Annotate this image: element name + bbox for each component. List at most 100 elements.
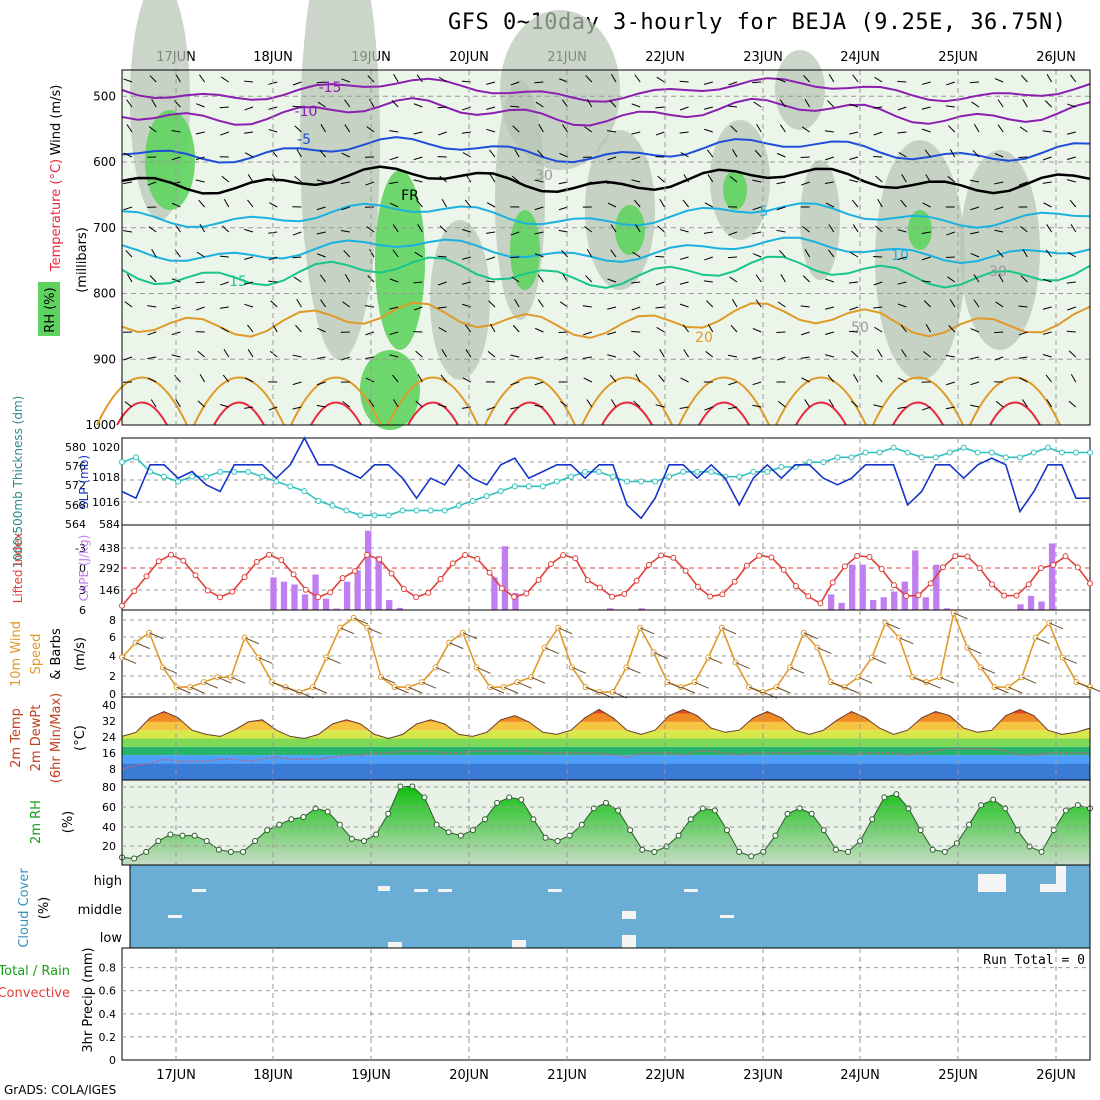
li-line-marker: [915, 592, 922, 599]
wind-barb: [247, 174, 254, 183]
cloud-cell: [978, 874, 1006, 892]
wind-barb: [921, 231, 931, 234]
cape-bar: [891, 591, 898, 610]
li-line-marker: [682, 567, 689, 574]
wind-barb: [317, 253, 326, 258]
wind-barb: [852, 224, 859, 233]
rh-marker: [748, 853, 755, 860]
wind-barb: [827, 249, 835, 258]
wind-barb: [486, 81, 496, 85]
li-line-marker: [890, 582, 897, 589]
wind-barb: [729, 276, 738, 283]
wind-barb: [824, 354, 834, 358]
wind-barb: [488, 300, 496, 308]
rh-marker: [276, 821, 283, 828]
wind-barb: [897, 406, 907, 410]
wind-barb: [389, 181, 399, 185]
thickness-line-marker: [259, 473, 266, 480]
wind-barb: [586, 248, 593, 258]
wind-barb-10m: [189, 686, 205, 694]
wind-barb: [1020, 225, 1028, 233]
rh-marker: [361, 838, 367, 845]
wind-barb: [1022, 99, 1028, 108]
contour-label: 30: [535, 168, 553, 184]
wind-barb: [704, 128, 713, 133]
rh-marker: [820, 827, 827, 834]
wind-barb: [1045, 374, 1052, 383]
rh-marker: [494, 799, 501, 806]
wind-barb: [486, 202, 496, 208]
wind-barb: [462, 377, 472, 383]
wind-barb: [1066, 131, 1076, 135]
wind-barb: [946, 231, 955, 236]
wind-barb: [220, 327, 230, 333]
cape-bar: [943, 608, 951, 610]
wind-barb: [849, 131, 859, 135]
wind-barb: [441, 198, 448, 208]
wind-barb: [439, 175, 447, 183]
li-line-marker: [155, 558, 162, 565]
wind-barb: [997, 99, 1004, 108]
wind-barb: [776, 181, 786, 185]
rh-high-area: [908, 210, 932, 250]
wind-barb: [221, 225, 230, 233]
temperature-axis-label: Temperature (°C): [49, 159, 64, 272]
temp-unit-label: (°C): [73, 725, 88, 751]
wind-barb: [800, 305, 810, 308]
wind-barb: [586, 98, 593, 108]
pressure-tick-label: 900: [93, 352, 116, 366]
thickness-line-marker: [890, 444, 897, 451]
wind-tick: 8: [109, 614, 116, 627]
slp-axis-label: SLP (mb): [77, 455, 91, 509]
rh-marker: [143, 848, 150, 855]
wind-barb: [147, 331, 157, 336]
wind-barb: [679, 256, 689, 260]
wind-barb: [876, 374, 883, 383]
thickness-line-marker: [497, 488, 504, 495]
wind-barb: [319, 149, 326, 158]
wind-barb: [462, 228, 471, 233]
wind-barb: [151, 248, 157, 258]
wind-barb-10m: [380, 676, 396, 684]
wind-barb-10m: [394, 686, 409, 694]
li-line-marker: [498, 585, 505, 592]
wind-barb: [296, 148, 302, 158]
rh-marker: [155, 838, 162, 845]
wind-barb: [123, 152, 133, 158]
wind-barb: [898, 151, 907, 158]
wind-barb-10m: [230, 676, 246, 684]
thickness-line-marker: [567, 473, 574, 480]
wind-barb: [437, 131, 447, 136]
wind-barb: [851, 199, 859, 208]
wind-barb: [873, 281, 883, 286]
thickness-line-marker: [581, 468, 588, 475]
wind-barb: [583, 331, 592, 336]
wind-barb: [292, 381, 302, 386]
thickness-line-marker: [638, 478, 645, 485]
wind-barb: [995, 301, 1004, 308]
li-line-marker: [192, 572, 199, 579]
wind-barb: [149, 275, 157, 283]
wind-barb-10m: [285, 686, 300, 694]
wind-barb: [292, 231, 302, 236]
thickness-line-marker: [189, 473, 196, 480]
rh-marker: [457, 832, 464, 839]
wind-barb: [512, 324, 520, 333]
wind-barb-10m: [953, 612, 968, 620]
wind-barb: [389, 130, 399, 133]
rh-marker: [736, 848, 743, 855]
wind-barb-10m: [176, 686, 191, 694]
wind-barb-10m: [626, 666, 641, 674]
thickness-line-marker: [918, 454, 925, 461]
date-bottom-label: 26JUN: [1036, 1068, 1076, 1083]
rh-marker: [373, 831, 380, 838]
cape-bar: [365, 530, 372, 610]
wind-barb-10m: [1048, 622, 1064, 630]
wind-barb: [123, 230, 133, 233]
cloud-cell: [414, 889, 428, 892]
rh-legend-swatch: [38, 282, 60, 336]
isotherm-arc: [484, 376, 576, 426]
wind-barb: [998, 274, 1004, 283]
thickness-line-marker: [834, 454, 841, 461]
wind-barb: [683, 174, 690, 183]
